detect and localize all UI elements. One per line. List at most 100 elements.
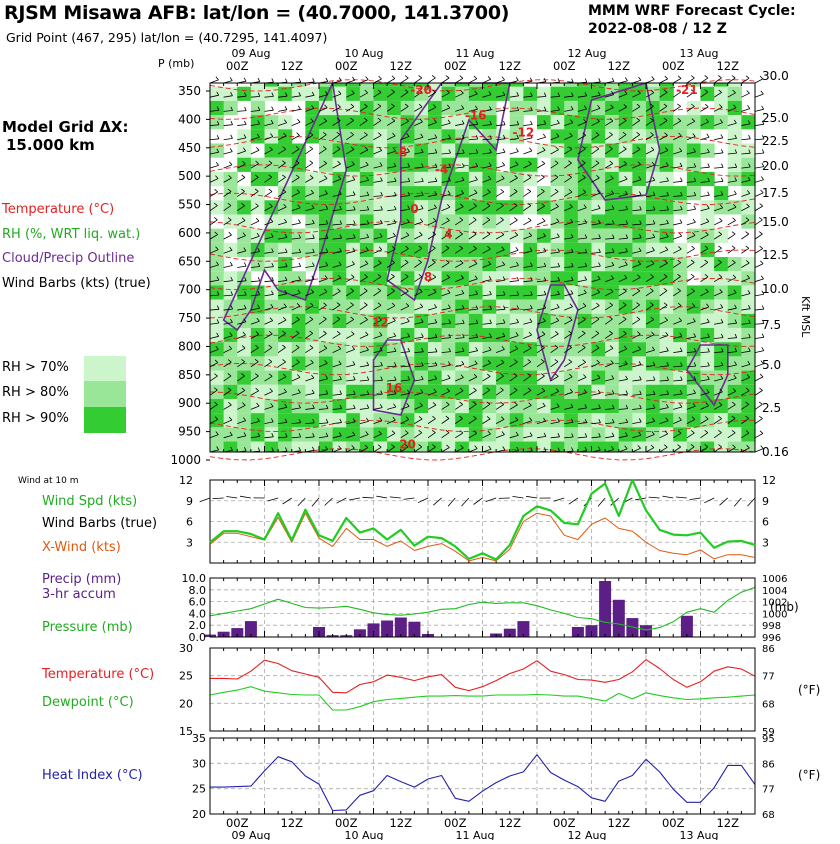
rh-cell-29-580: [605, 214, 619, 228]
rh-cell-38-755: [728, 314, 742, 328]
rh-cell-34-405: [673, 115, 687, 129]
rh-cell-9-755: [333, 314, 347, 328]
barb-staff-40-375: [755, 94, 763, 97]
rh-cell-38-655: [728, 257, 742, 271]
rh-cell-24-955: [537, 427, 551, 441]
rh-cell-31-430: [632, 129, 646, 143]
pressure-tick-800: 800: [178, 339, 201, 353]
rh-cell-25-780: [551, 328, 565, 342]
rh-cell-8-430: [319, 129, 333, 143]
pressure-tick-650: 650: [178, 254, 201, 268]
surface-barb-16: [418, 498, 428, 503]
rh-cell-25-955: [551, 427, 565, 441]
pressure-label: Pressure (mb): [42, 620, 133, 635]
rh-cell-22-830: [510, 356, 524, 370]
rh-cell-27-355: [578, 87, 592, 101]
rh-cell-17-830: [442, 356, 456, 370]
rh-cell-4-330: [265, 83, 279, 87]
rh-cell-19-905: [469, 399, 483, 413]
rh-cell-14-480: [401, 158, 415, 172]
barb-flag-27-350: [585, 79, 587, 83]
rh-cell-22-530: [510, 186, 524, 200]
rh-cell-12-555: [374, 200, 388, 214]
rh-cell-11-880: [360, 385, 374, 399]
rh-cell-33-555: [660, 200, 674, 214]
rh-cell-31-580: [632, 214, 646, 228]
barb-flag-15-350: [419, 76, 422, 78]
rh-cell-32-580: [646, 214, 660, 228]
surface-barb-8: [312, 498, 319, 506]
barb-flag-11-350: [366, 77, 369, 80]
rh-cell-18-655: [455, 257, 469, 271]
rh-cell-2-530: [237, 186, 251, 200]
rh-cell-16-755: [428, 314, 442, 328]
rh-cell-4-355: [265, 87, 279, 101]
barb-flag-1-350: [230, 77, 232, 80]
temp-label-5: 0: [410, 202, 418, 216]
height-tick-2: 22.5: [762, 134, 789, 148]
rh-cell-28-780: [592, 328, 606, 342]
barb-staff-14-350: [401, 78, 409, 83]
rh-cell-26-955: [564, 427, 578, 441]
rh-cell-13-505: [387, 172, 401, 186]
rh-cell-18-505: [455, 172, 469, 186]
rh-cell-36-730: [701, 300, 715, 314]
rh-cell-19-480: [469, 158, 483, 172]
rh-cell-25-480: [551, 158, 565, 172]
temp-label-4: -4: [435, 162, 448, 176]
rh-cell-24-355: [537, 87, 551, 101]
rh-cell-26-980: [564, 442, 578, 452]
rh-cell-15-480: [414, 158, 428, 172]
rh-cell-37-780: [714, 328, 728, 342]
rh-cell-0-655: [210, 257, 224, 271]
rh-cell-36-555: [701, 200, 715, 214]
rh-cell-7-955: [305, 427, 319, 441]
barb-staff-40-675: [755, 264, 763, 268]
rh-cell-0-855: [210, 371, 224, 385]
rh-cell-25-655: [551, 257, 565, 271]
rh-cell-24-405: [537, 115, 551, 129]
bottom-time-2: 00Z: [335, 816, 358, 830]
rh-cell-18-955: [455, 427, 469, 441]
top-time-3: 12Z: [389, 59, 412, 73]
pressure-tick-900: 900: [178, 396, 201, 410]
rh-cell-5-480: [278, 158, 292, 172]
rh-cell-10-705: [346, 285, 360, 299]
rh-cell-33-930: [660, 413, 674, 427]
rh-cell-8-655: [319, 257, 333, 271]
barb-staff-40-800: [755, 337, 764, 338]
rh-cell-8-530: [319, 186, 333, 200]
heat-ytick-c-25: 25: [192, 783, 206, 796]
rh-cell-34-480: [673, 158, 687, 172]
rh-cell-4-805: [265, 342, 279, 356]
barb-flag-14-350: [405, 76, 408, 79]
rh-cell-8-730: [319, 300, 333, 314]
rh-cell-3-355: [251, 87, 265, 101]
rh-cell-27-780: [578, 328, 592, 342]
rh-cell-16-905: [428, 399, 442, 413]
rh-cell-2-355: [237, 87, 251, 101]
heat-ytick-f-68: 68: [762, 810, 775, 821]
rh-cell-30-905: [619, 399, 633, 413]
rh-cell-35-905: [687, 399, 701, 413]
rh-cell-37-880: [714, 385, 728, 399]
rh-cell-25-355: [551, 87, 565, 101]
rh-cell-5-780: [278, 328, 292, 342]
rh-cell-21-580: [496, 214, 510, 228]
rh-cell-14-380: [401, 101, 415, 115]
rh-cell-31-630: [632, 243, 646, 257]
rh-cell-3-755: [251, 314, 265, 328]
xwind-label: X-Wind (kts): [42, 540, 121, 555]
rh-cell-20-480: [483, 158, 497, 172]
rh-cell-20-705: [483, 285, 497, 299]
rh-cell-6-630: [292, 243, 306, 257]
rh-cell-14-505: [401, 172, 415, 186]
rh-cell-12-605: [374, 229, 388, 243]
rh-cell-30-730: [619, 300, 633, 314]
rh-cell-39-705: [741, 285, 755, 299]
rh-cell-38-780: [728, 328, 742, 342]
rh-cell-30-630: [619, 243, 633, 257]
barb-flag-40-700: [761, 276, 763, 279]
rh-cell-19-755: [469, 314, 483, 328]
rh-cell-37-755: [714, 314, 728, 328]
